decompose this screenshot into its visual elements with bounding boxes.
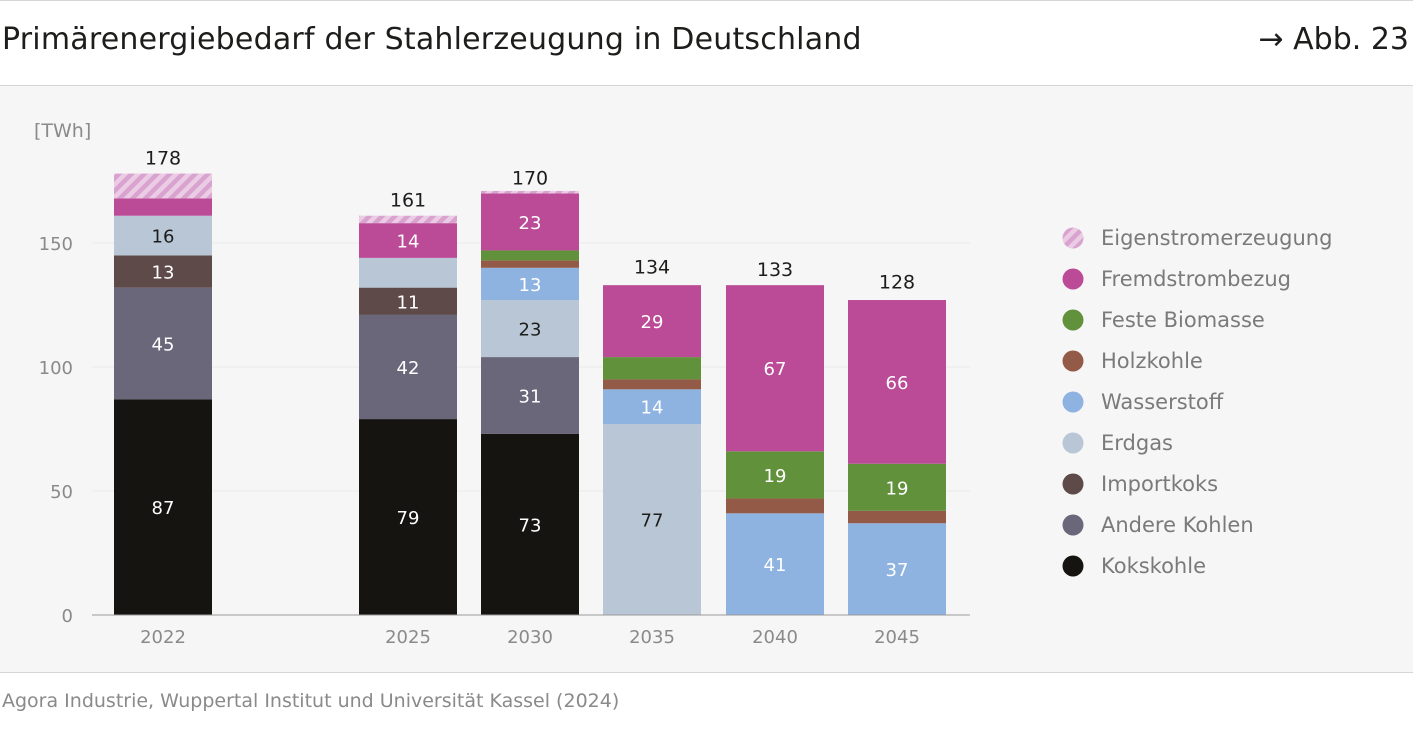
- data-label: 45: [152, 334, 175, 355]
- total-label: 133: [757, 259, 793, 281]
- data-label: 73: [519, 515, 542, 536]
- total-label: 128: [879, 272, 915, 294]
- bar-segment-holzkohle-2045: [848, 510, 946, 524]
- bar-segment-fremdstrombezug-2022: [114, 198, 212, 216]
- bar-segment-holzkohle-2035: [603, 379, 701, 390]
- bar-segment-andere-kohlen-2030: [481, 357, 579, 434]
- x-tick-label: 2045: [874, 627, 920, 648]
- bar-segment-fremdstrombezug-2045: [848, 300, 946, 464]
- data-label: 13: [519, 275, 542, 296]
- bar-segment-erdgas-2035: [603, 424, 701, 615]
- bar-segment-wasserstoff-2045: [848, 523, 946, 615]
- source-note: Agora Industrie, Wuppertal Institut und …: [2, 690, 620, 712]
- bar-segment-wasserstoff-2035: [603, 389, 701, 425]
- legend-label: Fremdstrombezug: [1101, 267, 1291, 291]
- legend-label: Importkoks: [1101, 472, 1218, 496]
- stacked-bar-chart: 87 45 13 16 178 79 42 11 14 161 73 31 23 13 23 170 77 14 2…: [34, 120, 1332, 648]
- x-tick-label: 2025: [385, 627, 431, 648]
- bar-segment-fremdstrombezug-2025: [359, 223, 457, 258]
- bar-segment-kokskohle-2022: [114, 399, 212, 615]
- bar-segment-wasserstoff-2030: [481, 267, 579, 301]
- bar-segment-andere-kohlen-2025: [359, 314, 457, 420]
- data-label: 31: [519, 387, 542, 408]
- bar-segment-wasserstoff-2040: [726, 513, 824, 615]
- bar-segment-holzkohle-2040: [726, 498, 824, 514]
- legend-label: Holzkohle: [1101, 349, 1203, 373]
- x-tick-label: 2030: [507, 627, 553, 648]
- bar-segment-feste-biomasse-2045: [848, 463, 946, 511]
- data-label: 42: [397, 358, 420, 379]
- bar-segment-fremdstrombezug-2035: [603, 285, 701, 358]
- legend-label: Feste Biomasse: [1101, 308, 1265, 332]
- bar-segment-feste-biomasse-2035: [603, 357, 701, 380]
- bar-segment-fremdstrombezug-2030: [481, 193, 579, 251]
- legend-label: Eigenstromerzeugung: [1101, 226, 1332, 250]
- bar-segment-andere-kohlen-2022: [114, 287, 212, 400]
- y-tick-label: 0: [62, 606, 73, 627]
- legend-marker-kokskohle: [1062, 555, 1084, 577]
- top-rule: [0, 0, 1413, 1]
- chart-panel: 87 45 13 16 178 79 42 11 14 161 73 31 23 13 23 170 77 14 2…: [0, 85, 1413, 673]
- data-label: 13: [152, 263, 175, 284]
- data-label: 29: [641, 312, 664, 333]
- bar-segment-erdgas-2025: [359, 257, 457, 288]
- data-label: 87: [152, 498, 175, 519]
- legend-label: Andere Kohlen: [1101, 513, 1254, 537]
- bar-segment-importkoks-2022: [114, 255, 212, 288]
- data-label: 19: [886, 478, 909, 499]
- total-label: 134: [634, 257, 670, 279]
- figure-reference-link[interactable]: → Abb. 23: [1258, 22, 1409, 57]
- bar-segment-holzkohle-2030: [481, 260, 579, 268]
- y-unit-label: [TWh]: [34, 120, 91, 142]
- y-tick-label: 150: [39, 234, 73, 255]
- data-label: 41: [764, 555, 787, 576]
- legend-marker-eigenstromerzeugung: [1062, 227, 1084, 249]
- bar-segment-eigenstromerzeugung-2022: [114, 173, 212, 199]
- data-label: 14: [641, 398, 664, 419]
- data-label: 66: [886, 373, 909, 394]
- data-label: 19: [764, 466, 787, 487]
- x-tick-label: 2040: [752, 627, 798, 648]
- total-label: 178: [145, 148, 181, 170]
- x-tick-label: 2022: [140, 627, 186, 648]
- legend-marker-andere-kohlen: [1062, 514, 1084, 536]
- legend-label: Kokskohle: [1101, 554, 1206, 578]
- bar-segment-kokskohle-2030: [481, 433, 579, 615]
- x-tick-label: 2035: [629, 627, 675, 648]
- chart-title: Primärenergiebedarf der Stahlerzeugung i…: [2, 22, 862, 57]
- legend-marker-importkoks: [1062, 473, 1084, 495]
- y-tick-label: 100: [39, 358, 73, 379]
- data-label: 77: [641, 511, 664, 532]
- chart-header: Primärenergiebedarf der Stahlerzeugung i…: [0, 0, 1413, 85]
- bar-segment-erdgas-2022: [114, 215, 212, 256]
- bar-segment-eigenstromerzeugung-2030: [481, 190, 579, 194]
- legend-marker-erdgas: [1062, 432, 1084, 454]
- data-label: 79: [397, 508, 420, 529]
- data-label: 67: [764, 359, 787, 380]
- legend-marker-feste-biomasse: [1062, 309, 1084, 331]
- data-label: 23: [519, 213, 542, 234]
- legend-label: Wasserstoff: [1101, 390, 1224, 414]
- data-label: 37: [886, 560, 909, 581]
- bar-segment-erdgas-2030: [481, 300, 579, 358]
- data-label: 23: [519, 320, 542, 341]
- legend-marker-holzkohle: [1062, 350, 1084, 372]
- bar-segment-kokskohle-2025: [359, 419, 457, 615]
- bar-segment-importkoks-2025: [359, 287, 457, 315]
- legend-marker-fremdstrombezug: [1062, 268, 1084, 290]
- data-label: 16: [152, 227, 175, 248]
- legend-marker-wasserstoff: [1062, 391, 1084, 413]
- total-label: 170: [512, 167, 548, 189]
- data-label: 14: [397, 232, 420, 253]
- bar-segment-fremdstrombezug-2040: [726, 285, 824, 452]
- data-label: 11: [397, 292, 420, 313]
- bar-segment-feste-biomasse-2040: [726, 451, 824, 499]
- bar-segment-feste-biomasse-2030: [481, 250, 579, 261]
- legend-label: Erdgas: [1101, 431, 1173, 455]
- y-tick-label: 50: [50, 482, 73, 503]
- total-label: 161: [390, 190, 426, 212]
- bar-segment-eigenstromerzeugung-2025: [359, 215, 457, 224]
